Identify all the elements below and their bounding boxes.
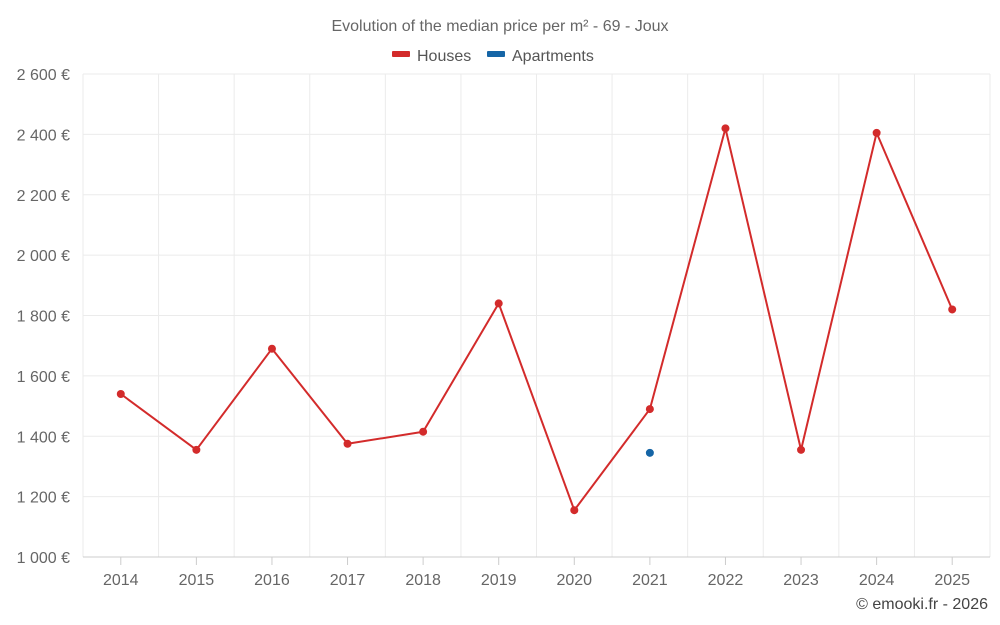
grid [82, 73, 991, 558]
data-point-houses[interactable] [797, 445, 806, 454]
data-point-houses[interactable] [948, 305, 957, 314]
x-tick-label: 2019 [481, 572, 517, 589]
x-tick-label: 2020 [556, 572, 592, 589]
legend-label-apartments: Apartments [512, 48, 594, 65]
x-tick-label: 2022 [708, 572, 744, 589]
data-point-houses[interactable] [872, 128, 881, 137]
y-tick-label: 2 600 € [17, 67, 70, 84]
legend-item-houses[interactable]: Houses [392, 48, 471, 65]
legend-label-houses: Houses [417, 48, 471, 65]
credit-text: © emooki.fr - 2026 [856, 596, 988, 613]
data-point-houses[interactable] [570, 506, 579, 515]
legend: Houses Apartments [392, 48, 594, 65]
y-tick-label: 2 200 € [17, 188, 70, 205]
y-tick-label: 1 000 € [17, 550, 70, 567]
y-tick-label: 2 000 € [17, 248, 70, 265]
x-tick-label: 2018 [405, 572, 441, 589]
data-point-houses[interactable] [645, 405, 654, 414]
legend-item-apartments[interactable]: Apartments [487, 48, 594, 65]
x-tick-label: 2024 [859, 572, 895, 589]
x-tick-label: 2016 [254, 572, 290, 589]
series [116, 124, 957, 515]
y-tick-label: 1 400 € [17, 429, 70, 446]
axes: 1 000 € 1 200 € 1 400 € 1 600 € 1 800 € 2 000… [17, 67, 990, 589]
x-tick-label: 2017 [330, 572, 366, 589]
x-tick-label: 2014 [103, 572, 139, 589]
data-point-houses[interactable] [116, 389, 125, 398]
data-point-apartments[interactable] [645, 448, 654, 457]
data-point-houses[interactable] [419, 427, 428, 436]
x-tick-label: 2015 [179, 572, 215, 589]
x-tick-label: 2023 [783, 572, 819, 589]
series-line-houses [120, 127, 954, 512]
data-point-houses[interactable] [343, 439, 352, 448]
legend-swatch-apartments [487, 51, 505, 57]
data-point-houses[interactable] [267, 344, 276, 353]
data-point-houses[interactable] [192, 445, 201, 454]
data-point-houses[interactable] [494, 299, 503, 308]
legend-swatch-houses [392, 51, 410, 57]
y-tick-label: 1 200 € [17, 490, 70, 507]
y-tick-label: 1 600 € [17, 369, 70, 386]
data-point-houses[interactable] [721, 124, 730, 133]
x-tick-label: 2021 [632, 572, 668, 589]
chart-title: Evolution of the median price per m² - 6… [331, 18, 668, 35]
x-tick-label: 2025 [934, 572, 970, 589]
y-tick-label: 2 400 € [17, 127, 70, 144]
y-tick-label: 1 800 € [17, 309, 70, 326]
